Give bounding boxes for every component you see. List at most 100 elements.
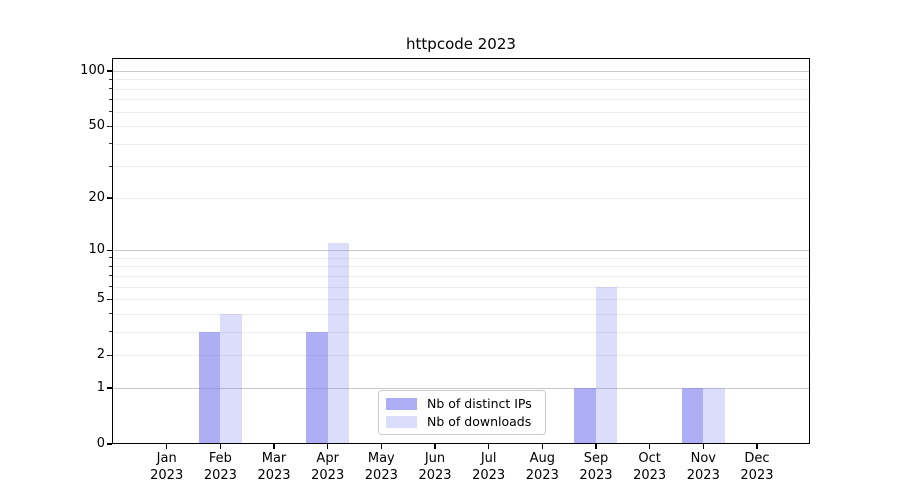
minor-gridline <box>112 88 810 90</box>
x-tick-month: Jun <box>424 451 446 466</box>
x-tick-mark <box>273 444 275 449</box>
bar-apr-s0 <box>306 331 328 444</box>
bar-apr-s1 <box>327 243 350 444</box>
y-minor-tick-mark <box>109 111 112 113</box>
legend-label: Nb of downloads <box>427 413 532 429</box>
y-minor-tick-mark <box>109 331 112 333</box>
chart-title: httpcode 2023 <box>406 35 516 53</box>
x-tick-month: Aug <box>529 451 555 466</box>
x-tick-mark <box>434 444 436 449</box>
minor-gridline <box>112 126 810 128</box>
x-tick-year: 2023 <box>364 468 398 483</box>
major-gridline <box>112 71 810 72</box>
y-minor-tick-mark <box>109 125 112 127</box>
y-minor-tick-mark <box>109 265 112 267</box>
x-tick-label: Oct 2023 <box>620 450 680 484</box>
bar-feb-s1 <box>220 313 242 444</box>
x-tick-year: 2023 <box>150 468 184 483</box>
x-tick-month: Jul <box>480 451 497 466</box>
y-tick-label: 0 <box>96 436 105 451</box>
x-tick-label: Nov 2023 <box>673 450 733 484</box>
major-gridline <box>112 250 810 252</box>
minor-gridline <box>112 313 810 315</box>
x-tick-year: 2023 <box>257 468 291 483</box>
y-minor-tick-mark <box>109 98 112 100</box>
x-tick-year: 2023 <box>311 468 345 483</box>
y-minor-tick-mark <box>109 257 112 259</box>
x-tick-month: Nov <box>690 451 716 466</box>
x-tick-mark <box>702 444 704 449</box>
y-minor-tick-mark <box>109 298 112 300</box>
legend-label: Nb of distinct IPs <box>427 395 532 411</box>
x-tick-label: Sep 2023 <box>566 450 626 484</box>
legend-item: Nb of distinct IPs <box>386 395 545 411</box>
y-tick-label: 50 <box>88 118 105 134</box>
x-tick-label: Mar 2023 <box>244 450 304 484</box>
bar-sep-s0 <box>574 387 596 444</box>
y-minor-tick-mark <box>109 88 112 90</box>
bar-nov-s1 <box>703 387 725 444</box>
y-minor-tick-mark <box>109 354 112 356</box>
x-tick-year: 2023 <box>686 468 720 483</box>
minor-gridline <box>112 275 810 277</box>
x-tick-year: 2023 <box>418 468 452 483</box>
y-tick-label: 100 <box>80 63 105 78</box>
minor-gridline <box>112 299 810 301</box>
x-tick-mark <box>756 444 758 449</box>
y-minor-tick-mark <box>109 165 112 167</box>
x-tick-label: Dec 2023 <box>727 450 787 484</box>
x-tick-mark <box>541 444 543 449</box>
x-tick-mark <box>327 444 329 449</box>
x-tick-label: Jul 2023 <box>459 450 519 484</box>
x-tick-month: Sep <box>583 451 609 466</box>
x-tick-mark <box>488 444 490 449</box>
major-gridline <box>112 387 810 389</box>
legend-swatch <box>386 397 417 410</box>
y-tick-label: 5 <box>96 291 105 307</box>
y-minor-tick-mark <box>109 275 112 277</box>
x-tick-month: May <box>367 451 395 466</box>
y-tick-mark <box>107 387 112 389</box>
bar-feb-s0 <box>198 331 221 444</box>
plot-area <box>112 58 810 444</box>
minor-gridline <box>112 257 810 259</box>
x-tick-label: May 2023 <box>351 450 411 484</box>
x-tick-label: Aug 2023 <box>512 450 572 484</box>
y-minor-tick-mark <box>109 286 112 288</box>
x-tick-month: Mar <box>261 451 287 466</box>
y-tick-mark <box>107 249 112 251</box>
x-tick-month: Jan <box>156 451 177 466</box>
y-tick-mark <box>107 443 112 445</box>
x-tick-label: Jan 2023 <box>137 450 197 484</box>
minor-gridline <box>112 166 810 168</box>
minor-gridline <box>112 79 810 81</box>
y-tick-label: 20 <box>88 189 105 205</box>
minor-gridline <box>112 266 810 268</box>
y-minor-tick-mark <box>109 313 112 315</box>
bar-sep-s1 <box>595 286 618 444</box>
legend: Nb of distinct IPs Nb of downloads <box>378 390 546 435</box>
x-tick-year: 2023 <box>203 468 237 483</box>
y-tick-label: 2 <box>96 347 105 363</box>
x-tick-mark <box>380 444 382 449</box>
x-tick-mark <box>166 444 168 449</box>
bar-nov-s0 <box>681 387 704 444</box>
x-tick-year: 2023 <box>472 468 506 483</box>
y-minor-tick-mark <box>109 197 112 199</box>
y-tick-label: 1 <box>96 379 105 395</box>
minor-gridline <box>112 197 810 199</box>
x-tick-year: 2023 <box>740 468 774 483</box>
x-tick-year: 2023 <box>579 468 613 483</box>
minor-gridline <box>112 355 810 357</box>
x-tick-month: Feb <box>208 451 232 466</box>
legend-item: Nb of downloads <box>386 413 545 429</box>
x-tick-month: Oct <box>638 451 661 466</box>
x-tick-label: Feb 2023 <box>190 450 250 484</box>
x-tick-label: Apr 2023 <box>298 450 358 484</box>
y-minor-tick-mark <box>109 78 112 80</box>
minor-gridline <box>112 111 810 113</box>
y-tick-mark <box>107 70 112 72</box>
y-tick-label: 10 <box>88 242 105 258</box>
x-tick-mark <box>219 444 221 449</box>
